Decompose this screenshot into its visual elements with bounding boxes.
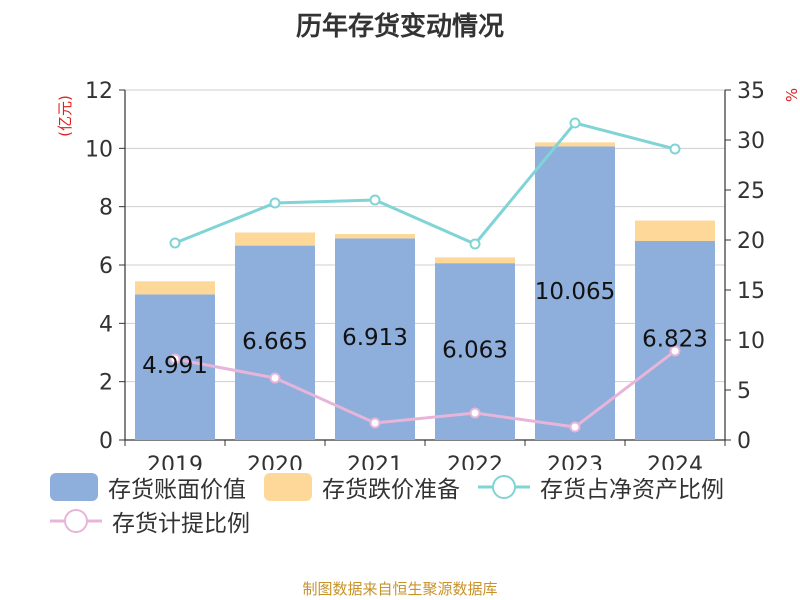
point-inventory-provision-ratio — [369, 417, 381, 429]
point-inventory-net-asset-ratio — [569, 117, 581, 129]
right-tick-label: 35 — [737, 79, 765, 104]
legend-item: 存货账面价值 — [50, 470, 246, 504]
x-tick-label: 2019 — [147, 453, 203, 470]
legend-item: 存货跌价准备 — [264, 470, 460, 504]
point-inventory-provision-ratio — [469, 407, 481, 419]
right-axis-unit-label: % — [783, 88, 800, 102]
bar-inventory-impairment — [535, 142, 615, 147]
left-tick-label: 6 — [99, 254, 113, 279]
left-tick-label: 0 — [99, 429, 113, 454]
chart-title: 历年存货变动情况 — [295, 12, 504, 42]
x-tick-label: 2022 — [447, 453, 503, 470]
x-tick-label: 2023 — [547, 453, 603, 470]
point-inventory-provision-ratio — [269, 372, 281, 384]
left-tick-label: 8 — [99, 196, 113, 221]
left-tick-label: 2 — [99, 371, 113, 396]
bar-data-label: 6.665 — [242, 329, 308, 355]
right-tick-label: 5 — [737, 379, 751, 404]
bar-inventory-impairment — [435, 257, 515, 264]
legend-label: 存货计提比例 — [112, 511, 250, 537]
bar-data-label: 4.991 — [142, 353, 208, 379]
point-inventory-provision-ratio — [669, 345, 681, 357]
x-tick-label: 2021 — [347, 453, 403, 470]
legend-item: 存货占净资产比例 — [478, 470, 724, 504]
point-inventory-provision-ratio — [169, 353, 181, 365]
line-inventory-net-asset-ratio — [174, 121, 676, 246]
right-tick-label: 15 — [737, 279, 765, 304]
bar-inventory-impairment — [635, 220, 715, 241]
bar-inventory-book-value — [635, 240, 715, 440]
legend: 存货账面价值 存货跌价准备 存货占净资产比例存货计提比例 — [50, 470, 790, 538]
chart: 0 2 4 6 8 10 12 0 5 10 15 20 25 30 35 (亿元)% 2019 2020 2021… — [56, 79, 800, 470]
bar-data-label: 6.913 — [342, 325, 408, 351]
bar-data-label: 10.065 — [535, 279, 615, 305]
bar-data-label: 6.823 — [642, 326, 708, 352]
point-inventory-net-asset-ratio — [169, 237, 181, 249]
legend-item: 存货计提比例 — [50, 504, 250, 538]
point-inventory-provision-ratio — [569, 421, 581, 433]
legend-swatch — [50, 509, 102, 533]
right-tick-label: 0 — [737, 429, 751, 454]
legend-swatch — [264, 473, 312, 501]
point-inventory-net-asset-ratio — [269, 197, 281, 209]
bar-inventory-book-value — [235, 245, 315, 440]
right-tick-label: 25 — [737, 179, 765, 204]
x-tick-label: 2020 — [247, 453, 303, 470]
right-tick-label: 10 — [737, 329, 765, 354]
point-inventory-net-asset-ratio — [469, 238, 481, 250]
legend-swatch — [478, 475, 530, 499]
right-tick-label: 20 — [737, 229, 765, 254]
bar-inventory-book-value — [535, 146, 615, 440]
right-tick-label: 30 — [737, 129, 765, 154]
left-axis-unit-label: (亿元) — [56, 95, 74, 137]
x-tick-label: 2024 — [647, 453, 703, 470]
left-tick-label: 10 — [85, 137, 113, 162]
bar-data-label: 6.063 — [442, 338, 508, 364]
left-tick-label: 12 — [85, 79, 113, 104]
point-inventory-net-asset-ratio — [669, 143, 681, 155]
bar-inventory-book-value — [335, 238, 415, 440]
point-inventory-net-asset-ratio — [369, 194, 381, 206]
legend-label: 存货账面价值 — [108, 477, 246, 503]
bar-inventory-book-value — [135, 294, 215, 440]
bar-inventory-impairment — [235, 232, 315, 246]
line-inventory-provision-ratio — [174, 349, 676, 429]
bar-inventory-impairment — [335, 233, 415, 239]
legend-swatch — [50, 473, 98, 501]
source-note: 制图数据来自恒生聚源数据库 — [302, 580, 498, 598]
bar-inventory-impairment — [135, 281, 215, 295]
left-tick-label: 4 — [99, 312, 113, 337]
legend-label: 存货跌价准备 — [322, 477, 460, 503]
legend-label: 存货占净资产比例 — [540, 477, 724, 503]
